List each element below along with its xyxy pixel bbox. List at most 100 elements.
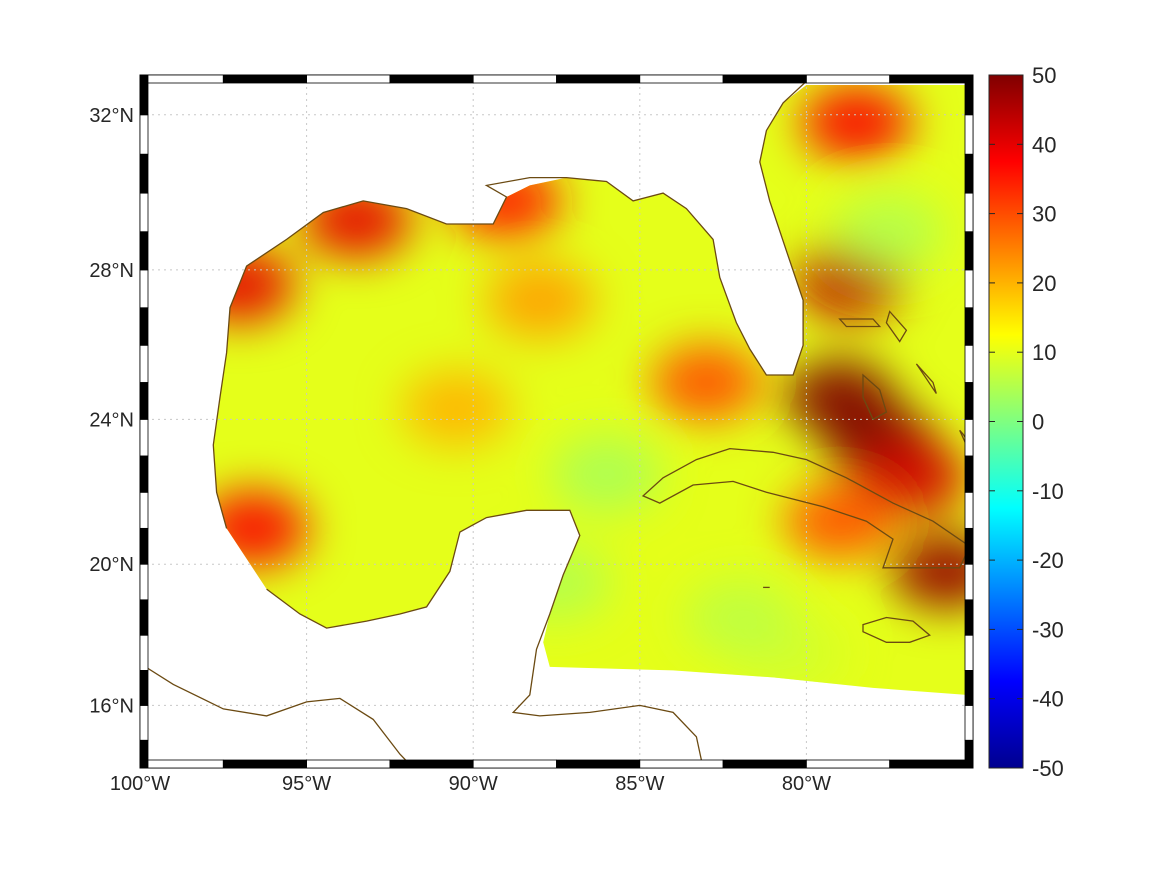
field-feature-12 — [484, 262, 595, 339]
colorbar-tick-label: 10 — [1032, 340, 1056, 365]
frame-segment-right — [964, 455, 974, 493]
field-feature-3 — [891, 533, 967, 610]
colorbar-tick-label: -20 — [1032, 548, 1064, 573]
frame-segment-bottom — [639, 759, 724, 769]
colorbar-tick-label: 30 — [1032, 202, 1056, 227]
map-frame — [139, 74, 974, 769]
frame-segment-left — [139, 153, 149, 194]
latitude-tick-label: 32°N — [89, 105, 134, 127]
coast-pacific — [140, 662, 414, 768]
coast-bahamas-1 — [838, 318, 882, 328]
frame-segment-left — [139, 418, 149, 457]
longitude-tick-label: 85°W — [615, 773, 664, 795]
field-feature-18 — [684, 579, 795, 656]
frame-segment-left — [139, 231, 149, 271]
colorbar-tick-label: -10 — [1032, 479, 1064, 504]
frame-segment-right — [964, 74, 974, 116]
field-feature-5 — [801, 85, 912, 161]
frame-segment-right — [964, 563, 974, 601]
frame-segment-right — [964, 231, 974, 271]
longitude-labels: 100°W 95°W 90°W 85°W 80°W — [110, 773, 831, 795]
frame-segment-right — [964, 599, 974, 636]
frame-segment-left — [139, 527, 149, 565]
frame-segment-right — [964, 705, 974, 741]
frame-segment-right — [964, 418, 974, 457]
frame-segment-bottom — [139, 759, 224, 769]
field-feature-11 — [784, 483, 895, 560]
colorbar-tick-label: 20 — [1032, 271, 1056, 296]
frame-segment-left — [139, 74, 149, 116]
frame-segment-top — [306, 74, 391, 84]
frame-segment-right — [964, 382, 974, 420]
latitude-tick-label: 20°N — [89, 554, 134, 576]
frame-segment-top — [889, 74, 974, 84]
latitude-tick-label: 28°N — [89, 260, 134, 282]
frame-segment-top — [639, 74, 724, 84]
coast-jamaica — [862, 616, 931, 643]
latitude-labels: 32°N 28°N 24°N 20°N 16°N — [89, 105, 134, 718]
frame-segment-left — [139, 269, 149, 309]
frame-segment-top — [222, 74, 308, 84]
frame-segment-right — [964, 269, 974, 309]
frame-segment-left — [139, 382, 149, 420]
longitude-tick-label: 95°W — [282, 773, 331, 795]
frame-segment-right — [964, 114, 974, 155]
coast-bahamas-3 — [915, 363, 937, 394]
frame-segment-bottom — [806, 759, 891, 769]
colorbar-tick-label: -30 — [1032, 617, 1064, 642]
frame-segment-bottom — [222, 759, 308, 769]
frame-segment-bottom — [722, 759, 807, 769]
field-feature-16 — [834, 193, 945, 270]
colorbar-tick-label: -50 — [1032, 756, 1064, 781]
colorbar-tick-label: 40 — [1032, 132, 1056, 157]
frame-segment-top — [472, 74, 557, 84]
frame-segment-right — [964, 153, 974, 194]
frame-segment-left — [139, 634, 149, 671]
frame-segment-bottom — [389, 759, 474, 769]
frame-segment-left — [139, 739, 149, 769]
coastlines — [140, 75, 973, 768]
field-feature-10 — [651, 344, 762, 421]
frame-segment-top — [389, 74, 474, 84]
frame-segment-top — [139, 74, 224, 84]
colorbar-ticks: 50 40 30 20 10 0 -10 -20 -30 -40 -50 — [989, 63, 1064, 781]
field-feature-2 — [858, 439, 967, 516]
frame-segment-top — [556, 74, 641, 84]
coast-bahamas-2 — [885, 310, 908, 343]
frame-segment-right — [964, 739, 974, 769]
frame-segment-left — [139, 344, 149, 383]
frame-segment-left — [139, 455, 149, 493]
frame-segment-left — [139, 599, 149, 636]
frame-segment-top — [806, 74, 891, 84]
frame-segment-right — [964, 670, 974, 706]
frame-segment-right — [964, 307, 974, 346]
frame-segment-bottom — [472, 759, 557, 769]
frame-segment-right — [964, 344, 974, 383]
field-feature-8 — [213, 247, 295, 324]
frame-segment-right — [964, 192, 974, 233]
graticule — [140, 75, 973, 768]
frame-segment-left — [139, 491, 149, 529]
frame-segment-left — [139, 307, 149, 346]
longitude-tick-label: 100°W — [110, 773, 170, 795]
frame-segment-bottom — [889, 759, 974, 769]
frame-segment-right — [964, 527, 974, 565]
colorbar: 50 40 30 20 10 0 -10 -20 -30 -40 -50 — [988, 63, 1064, 781]
frame-segment-right — [964, 491, 974, 529]
frame-segment-left — [139, 705, 149, 741]
map-plot-area — [140, 75, 973, 768]
coast-cuba — [641, 447, 971, 569]
longitude-tick-label: 80°W — [782, 773, 831, 795]
field-feature-14 — [551, 436, 662, 513]
field-feature-13 — [401, 370, 512, 447]
frame-segment-bottom — [556, 759, 641, 769]
frame-segment-right — [964, 634, 974, 671]
coast-us-gulf — [212, 75, 814, 529]
coast-mexico-central-america — [266, 509, 704, 768]
frame-segment-left — [139, 670, 149, 706]
frame-segment-bottom — [306, 759, 391, 769]
frame-segment-left — [139, 192, 149, 233]
frame-segment-left — [139, 114, 149, 155]
frame-segment-top — [722, 74, 807, 84]
